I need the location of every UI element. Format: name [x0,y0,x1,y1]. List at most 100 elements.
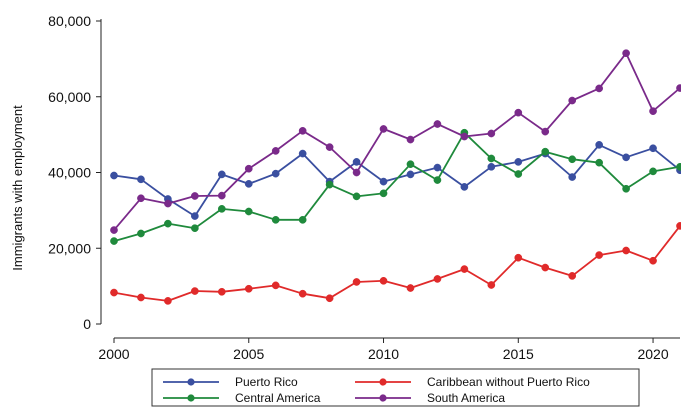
data-point [110,237,118,245]
data-point [352,158,361,166]
data-point [541,263,550,272]
data-point [487,129,496,138]
data-point [110,171,118,180]
data-point [164,219,172,228]
data-point [568,272,577,280]
data-point [541,147,550,156]
legend-swatch-marker [379,394,387,402]
data-point [460,132,469,141]
data-point [487,281,496,289]
data-point [352,192,361,201]
x-tick-label: 2005 [233,346,264,362]
legend-label: South America [427,391,505,405]
data-point [676,84,681,92]
data-point [244,180,253,188]
data-point [137,194,145,203]
x-tick-label: 2020 [637,346,668,362]
data-point [298,289,307,298]
data-point [217,287,226,296]
axes: 0 20,000 40,000 60,000 80,000 2000 2005 2010 201… [48,13,680,362]
data-point [595,251,603,259]
series-line [113,131,681,242]
series-line [113,52,681,231]
legend: Puerto Rico Caribbean without Puerto Rico… [151,368,640,407]
legend-box [151,368,640,407]
data-point [110,226,118,234]
x-tick-label: 2000 [98,346,129,362]
y-tick-label: 40,000 [48,165,91,181]
data-point [137,175,145,184]
data-point [298,149,307,158]
data-point [568,173,577,181]
data-point [649,107,657,115]
data-point [433,120,442,128]
data-point [649,144,657,153]
data-point [217,191,226,200]
data-point [137,229,145,238]
legend-label: Caribbean without Puerto Rico [427,375,590,389]
data-point [352,278,361,286]
x-tick-label: 2010 [368,346,399,362]
legend-item: Puerto Rico [163,375,298,389]
data-point [325,180,334,189]
data-point [244,164,253,173]
data-point [514,170,523,178]
data-point [352,168,361,177]
data-point [460,265,469,273]
data-point [164,199,172,208]
data-point [649,167,657,176]
data-point [406,170,415,179]
data-point [325,143,334,151]
data-point [595,141,603,149]
data-point [137,293,145,302]
data-point [595,84,603,93]
data-point [514,253,523,262]
data-point [433,176,442,184]
data-point [622,49,630,58]
data-point [244,284,253,293]
data-point [568,155,577,164]
data-point [622,153,630,162]
series-layer [110,49,681,305]
y-tick-label: 80,000 [48,13,91,29]
y-tick-label: 0 [83,316,91,332]
data-point [379,189,388,198]
legend-item: Caribbean without Puerto Rico [355,375,590,389]
data-point [433,163,442,172]
data-point [271,147,280,155]
legend-item: Central America [163,391,321,405]
data-point [406,284,415,292]
data-point [514,158,523,166]
data-point [541,127,550,136]
data-point [514,108,523,117]
data-point [622,184,630,193]
series-line [113,143,681,218]
data-point [271,169,280,178]
data-point [191,224,199,233]
data-point [271,281,280,290]
data-point [379,276,388,285]
data-point [191,192,199,200]
data-point [460,183,469,191]
data-point [298,215,307,224]
y-axis-title: Immigrants with employment [10,105,25,271]
data-point [595,158,603,167]
data-point [191,212,199,220]
series-central-america [110,128,681,245]
data-point [164,297,172,305]
data-point [433,275,442,283]
series-south-america [110,49,681,234]
data-point [217,205,226,213]
legend-label: Puerto Rico [235,375,298,389]
data-point [217,170,226,179]
legend-swatch-marker [379,378,387,386]
data-point [622,246,630,255]
data-point [649,256,657,265]
data-point [676,162,681,171]
legend-swatch-marker [187,394,195,402]
legend-item: South America [355,391,505,405]
data-point [244,207,253,216]
data-point [406,160,415,169]
data-point [191,287,199,295]
